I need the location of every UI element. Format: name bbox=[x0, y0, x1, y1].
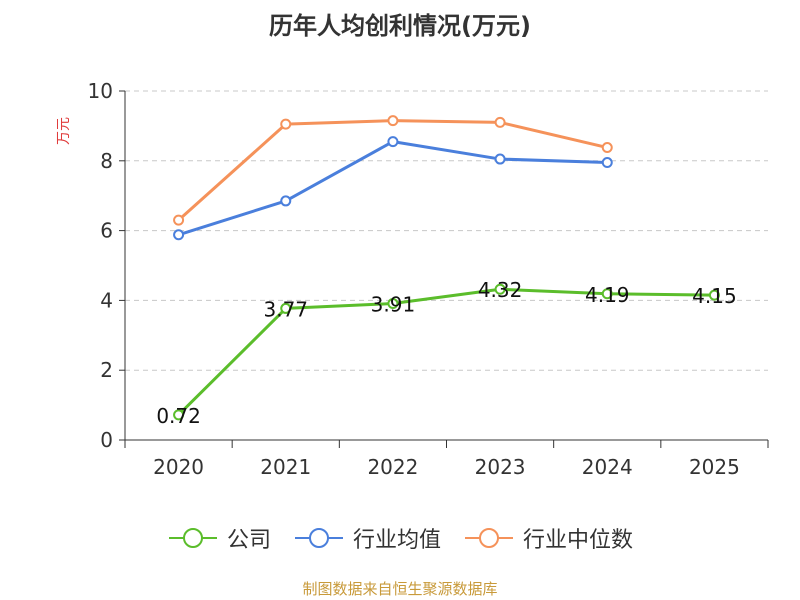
x-tick-label: 2021 bbox=[260, 455, 311, 479]
x-tick-label: 2022 bbox=[367, 455, 418, 479]
axes: 0 2 4 6 8 10 2020 2021 2022 2023 2024 2025 bbox=[88, 79, 769, 479]
data-point bbox=[494, 116, 506, 128]
data-point bbox=[173, 229, 185, 241]
legend-label-industry-mean: 行业均值 bbox=[352, 528, 441, 553]
data-point bbox=[280, 195, 292, 207]
series-line bbox=[177, 119, 608, 222]
data-point bbox=[387, 115, 399, 127]
data-point bbox=[280, 302, 292, 314]
series-line bbox=[177, 287, 715, 416]
legend-swatch-company bbox=[168, 528, 217, 548]
data-point bbox=[494, 153, 506, 165]
y-tick-label: 4 bbox=[100, 288, 113, 312]
y-tick-label: 8 bbox=[100, 149, 113, 173]
y-tick-label: 10 bbox=[88, 79, 113, 103]
data-label: 4.32 bbox=[478, 278, 523, 302]
data-point bbox=[387, 298, 399, 310]
data-point bbox=[601, 142, 613, 154]
x-tick-label: 2020 bbox=[153, 455, 204, 479]
data-label: 0.72 bbox=[156, 404, 201, 428]
y-tick-label: 2 bbox=[100, 358, 113, 382]
data-point bbox=[601, 157, 613, 169]
y-tick-label: 0 bbox=[100, 428, 113, 452]
chart-title: 历年人均创利情况(万元) bbox=[269, 12, 531, 40]
data-point bbox=[387, 136, 399, 148]
legend: 公司 行业均值 行业中位数 bbox=[0, 518, 800, 558]
y-tick-label: 6 bbox=[100, 219, 113, 243]
legend-swatch-industry-median bbox=[465, 528, 513, 548]
data-label: 3.77 bbox=[263, 297, 308, 321]
source-footer: 制图数据来自恒生聚源数据库 bbox=[302, 580, 498, 598]
data-labels: 0.72 3.77 3.91 4.32 4.19 4.15 bbox=[156, 278, 736, 428]
series-lines bbox=[173, 115, 720, 421]
data-point bbox=[494, 283, 506, 295]
data-point bbox=[173, 214, 185, 226]
x-tick-label: 2025 bbox=[689, 455, 740, 479]
legend-item-company[interactable]: 公司 bbox=[167, 522, 271, 554]
grid-lines bbox=[125, 90, 768, 371]
data-label: 3.91 bbox=[371, 293, 416, 317]
data-point bbox=[173, 409, 185, 421]
x-tick-label: 2023 bbox=[475, 455, 526, 479]
data-point bbox=[708, 289, 720, 301]
legend-label-company: 公司 bbox=[226, 528, 271, 553]
data-label: 4.15 bbox=[692, 284, 737, 308]
x-tick-label: 2024 bbox=[582, 455, 633, 479]
legend-label-industry-median: 行业中位数 bbox=[523, 528, 634, 553]
data-label: 4.19 bbox=[585, 283, 630, 307]
series-line bbox=[178, 140, 608, 237]
data-point bbox=[280, 118, 292, 130]
legend-swatch-industry-mean bbox=[294, 528, 343, 548]
data-point bbox=[601, 288, 613, 300]
legend-item-industry-mean[interactable]: 行业均值 bbox=[293, 522, 441, 554]
legend-item-industry-median[interactable]: 行业中位数 bbox=[463, 522, 633, 554]
